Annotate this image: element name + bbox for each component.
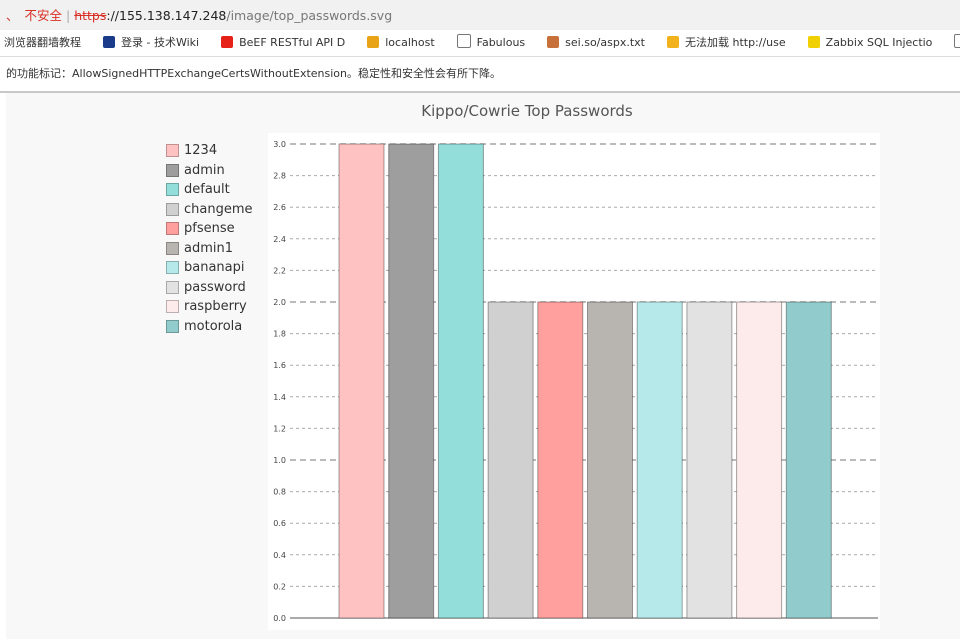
bookmark-item[interactable]: Fabulous — [447, 34, 526, 49]
url-host: ://155.138.147.248 — [106, 8, 227, 23]
legend-swatch — [166, 241, 179, 255]
legend-label: admin1 — [184, 240, 234, 256]
bookmarks-bar: 浏览器翻墙教程 登录 - 技术Wiki BeEF RESTful API D loca… — [0, 30, 960, 57]
bookmark-label: 登录 - 技术Wiki — [121, 36, 200, 49]
legend-swatch — [166, 144, 179, 158]
legend-label: default — [184, 182, 230, 198]
bookmark-label: 无法加载 http://use — [684, 36, 786, 49]
y-tick-label: 1.4 — [273, 393, 286, 402]
bar-admin — [388, 143, 435, 619]
bookmark-label: 浏览器翻墙教程 — [4, 36, 81, 49]
bookmark-item[interactable]: sei.so/aspx.txt — [537, 36, 645, 49]
page-icon — [954, 34, 960, 48]
bar-bananapi — [636, 301, 683, 619]
bar-admin1 — [587, 301, 633, 619]
bar-motorola — [785, 301, 832, 619]
bookmark-item[interactable]: localhost — [357, 36, 435, 49]
not-secure-label[interactable]: 不安全 — [24, 8, 63, 23]
legend-item: pfsense — [166, 219, 253, 239]
bar-pfsense — [537, 301, 584, 619]
info-bar: 的功能标记：AllowSignedHTTPExchangeCertsWithou… — [0, 57, 960, 93]
y-tick-label: 0.8 — [273, 488, 286, 497]
y-tick-label: 1.6 — [273, 361, 286, 370]
legend-swatch — [166, 183, 179, 197]
legend-label: changeme — [184, 201, 253, 217]
y-tick-label: 2.2 — [273, 266, 286, 275]
bookmark-item[interactable]: 无法加载 http://use — [657, 36, 786, 49]
y-tick-label: 2.6 — [273, 203, 286, 212]
legend-swatch — [166, 280, 179, 294]
basketball-icon — [547, 36, 560, 48]
y-tick-label: 1.0 — [273, 456, 286, 465]
address-bar[interactable]: 、不安全 | https://155.138.147.248/image/top… — [0, 0, 960, 30]
bar-changeme — [487, 301, 534, 619]
legend-item: raspberry — [166, 297, 253, 317]
legend-label: 1234 — [184, 143, 218, 159]
legend-label: bananapi — [184, 260, 245, 276]
legend-swatch — [166, 300, 179, 314]
page-icon — [456, 34, 471, 48]
legend-item: admin1 — [166, 239, 253, 259]
y-tick-label: 1.2 — [273, 424, 286, 433]
url-path: /image/top_passwords.svg — [226, 8, 393, 23]
security-prefix: 、 — [6, 8, 19, 23]
bookmark-label: sei.so/aspx.txt — [565, 36, 645, 49]
url-scheme: https — [74, 8, 107, 23]
legend-label: pfsense — [184, 221, 235, 237]
bar-default — [437, 143, 484, 619]
bookmark-item[interactable]: BeEF RESTful API D — [211, 36, 345, 49]
legend-item: admin — [166, 161, 253, 181]
bar-1234 — [338, 143, 385, 619]
youtube-icon — [221, 36, 234, 48]
legend-swatch — [166, 222, 179, 236]
y-tick-label: 1.8 — [273, 330, 286, 339]
legend-label: motorola — [184, 318, 243, 334]
bookmark-label: BeEF RESTful API D — [239, 36, 346, 49]
y-tick-label: 2.0 — [273, 298, 286, 307]
bookmark-item[interactable]: Zabbix SQL Injectio — [798, 36, 933, 49]
legend-label: raspberry — [184, 299, 247, 315]
y-tick-label: 0.6 — [273, 519, 286, 528]
bar-password — [686, 301, 733, 619]
y-tick-label: 3.0 — [273, 140, 286, 149]
legend-swatch — [166, 202, 179, 216]
legend-swatch — [166, 163, 179, 177]
legend-label: admin — [184, 162, 225, 178]
legend-label: password — [184, 279, 246, 295]
x-logo-icon — [103, 36, 115, 48]
y-tick-label: 0.2 — [273, 582, 286, 591]
colorful-logo-icon — [367, 36, 380, 48]
bookmark-label: localhost — [385, 36, 435, 49]
y-tick-label: 2.8 — [273, 172, 286, 181]
legend-item: 1234 — [166, 141, 253, 161]
legend-item: changeme — [166, 200, 253, 220]
legend-item: bananapi — [166, 258, 253, 278]
chart-legend: 1234 admin default changeme pfsense admin1 ban… — [166, 141, 253, 336]
legend-item: motorola — [166, 317, 253, 337]
legend-swatch — [166, 319, 179, 333]
legend-item: password — [166, 278, 253, 298]
y-tick-label: 0.0 — [273, 614, 286, 623]
bookmark-label: Zabbix SQL Injectio — [825, 36, 933, 49]
star-icon — [666, 36, 679, 48]
legend-item: default — [166, 180, 253, 200]
y-tick-label: 0.4 — [273, 551, 286, 560]
bookmark-item[interactable]: 打开新的标签页 — [944, 34, 960, 49]
bookmark-item[interactable]: 浏览器翻墙教程 — [0, 36, 81, 49]
bookmark-item[interactable]: 登录 - 技术Wiki — [93, 36, 199, 49]
bookmark-label: Fabulous — [476, 36, 526, 49]
bar-raspberry — [736, 301, 783, 619]
diamond-icon — [807, 36, 820, 48]
legend-swatch — [166, 261, 179, 275]
y-tick-label: 2.4 — [273, 235, 286, 244]
chart-title: Kippo/Cowrie Top Passwords — [421, 102, 633, 120]
